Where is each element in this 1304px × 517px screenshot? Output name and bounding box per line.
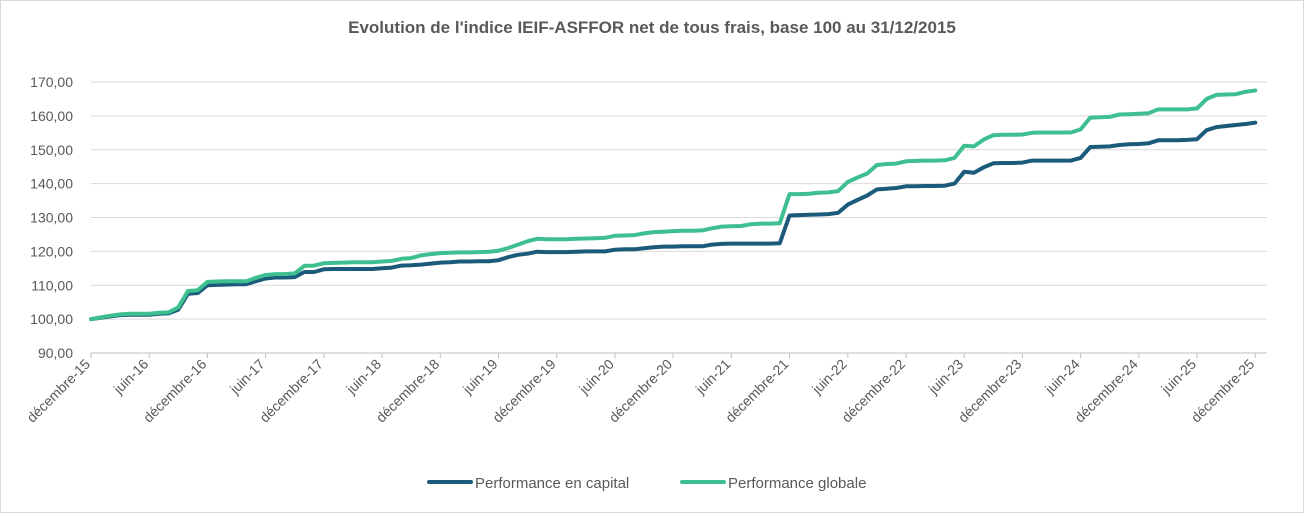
x-tick-label: décembre-18 [373,356,443,426]
y-axis-tick-labels: 90,00 100,00 110,00 120,00 130,00 140,00 150,0… [30,74,73,361]
legend-label-globale: Performance globale [728,475,866,492]
gridlines [91,81,1267,320]
x-tick-label: décembre-25 [1188,356,1258,426]
y-tick-label: 110,00 [31,277,73,293]
x-tick-label: juin-20 [575,356,617,398]
x-axis-tick-marks [90,353,1256,358]
series-line-globale [89,88,1258,322]
y-tick-label: 170,00 [30,74,73,90]
y-tick-label: 140,00 [30,176,73,192]
x-tick-label: juin-16 [110,356,152,398]
x-tick-label: juin-23 [925,356,967,398]
x-tick-label: décembre-15 [23,356,93,426]
series-line-capital [89,120,1258,322]
x-tick-label: décembre-23 [955,356,1025,426]
y-tick-label: 100,00 [30,311,73,327]
x-tick-label: juin-21 [692,356,734,398]
x-tick-label: juin-18 [342,356,384,398]
y-tick-label: 160,00 [30,108,73,124]
x-tick-label: décembre-17 [256,356,326,426]
x-tick-label: juin-22 [808,356,850,398]
x-tick-label: décembre-24 [1071,356,1141,426]
x-tick-label: juin-19 [459,356,501,398]
x-tick-label: décembre-16 [140,356,210,426]
chart-title: Evolution de l'indice IEIF-ASFFOR net de… [348,18,956,37]
x-tick-label: juin-17 [226,356,268,398]
series-lines [89,88,1258,322]
x-tick-label: juin-25 [1157,356,1199,398]
y-tick-label: 150,00 [30,142,73,158]
y-tick-label: 90,00 [38,345,73,361]
x-tick-label: décembre-19 [489,356,559,426]
y-tick-label: 130,00 [30,210,73,226]
legend: Performance en capital Performance globa… [427,475,866,492]
x-tick-label: décembre-22 [838,356,908,426]
y-tick-label: 120,00 [30,243,73,259]
x-tick-label: juin-24 [1041,356,1083,398]
legend-label-capital: Performance en capital [475,475,629,492]
x-tick-label: décembre-21 [722,356,792,426]
